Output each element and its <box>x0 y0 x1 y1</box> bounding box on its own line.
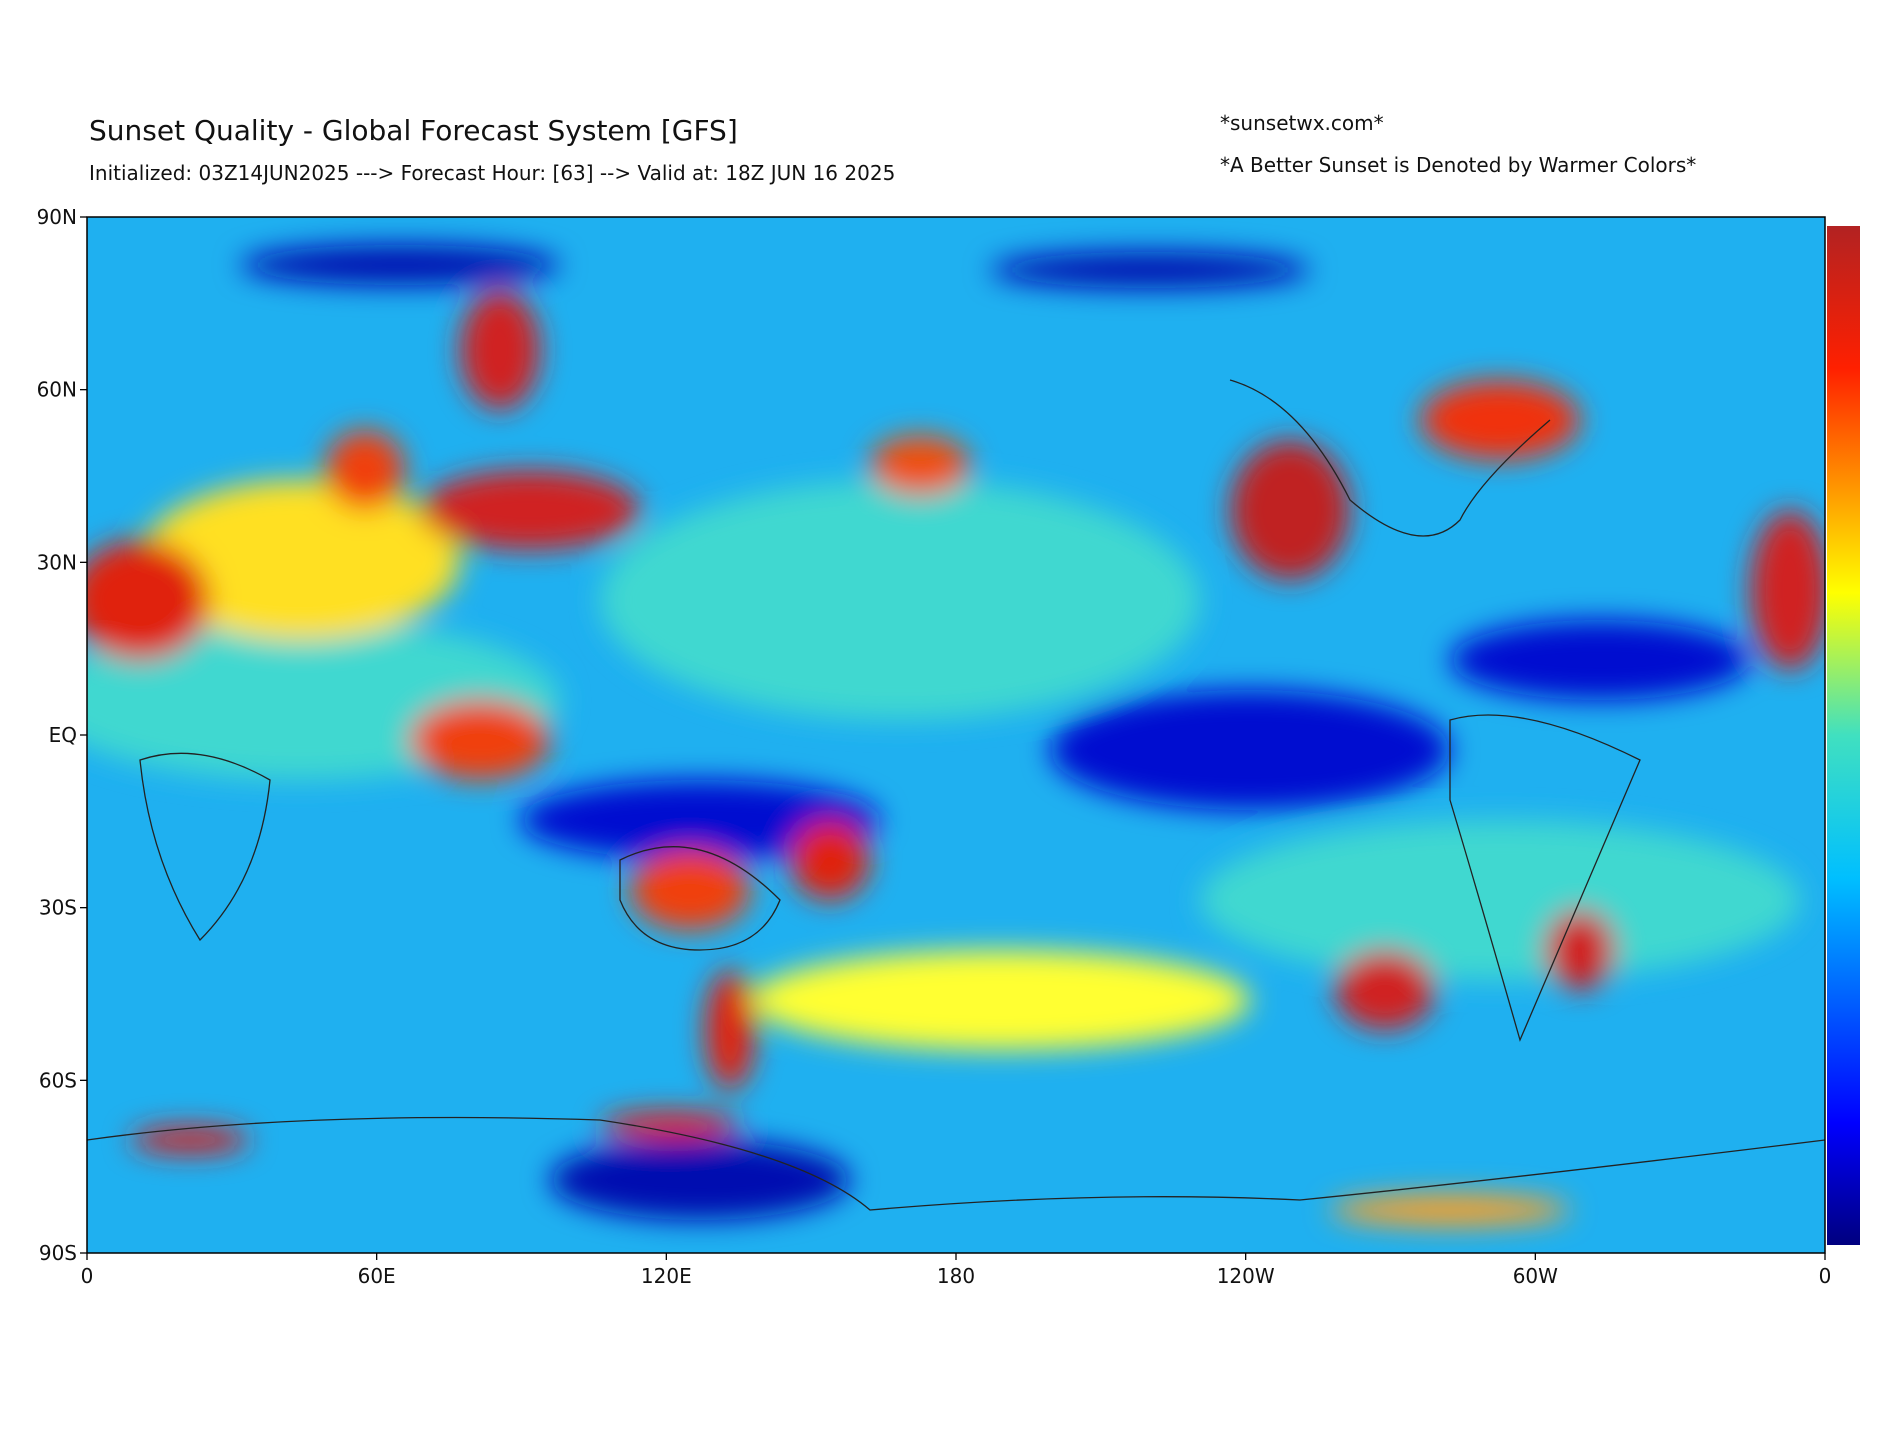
lon-label: 120W <box>1217 1264 1275 1288</box>
lat-label: 30N <box>37 550 77 574</box>
lat-label: 60S <box>39 1068 77 1092</box>
note: *A Better Sunset is Denoted by Warmer Co… <box>1220 153 1696 177</box>
site: *sunsetwx.com* <box>1220 111 1384 135</box>
lat-label: 30S <box>39 896 77 920</box>
title: Sunset Quality - Global Forecast System … <box>89 114 738 147</box>
subtitle: Initialized: 03Z14JUN2025 ---> Forecast … <box>89 161 895 185</box>
lat-label: 90S <box>39 1241 77 1265</box>
forecast-field <box>87 217 1825 1253</box>
lon-label: 60W <box>1513 1264 1558 1288</box>
colorbar <box>1827 226 1860 1245</box>
lat-label: 60N <box>37 378 77 402</box>
lat-label: EQ <box>49 723 77 747</box>
lat-label: 90N <box>37 205 77 229</box>
lon-label: 180 <box>937 1264 975 1288</box>
lon-label: 0 <box>1819 1264 1832 1288</box>
lon-label: 0 <box>81 1264 94 1288</box>
lon-label: 60E <box>358 1264 396 1288</box>
lon-label: 120E <box>641 1264 692 1288</box>
